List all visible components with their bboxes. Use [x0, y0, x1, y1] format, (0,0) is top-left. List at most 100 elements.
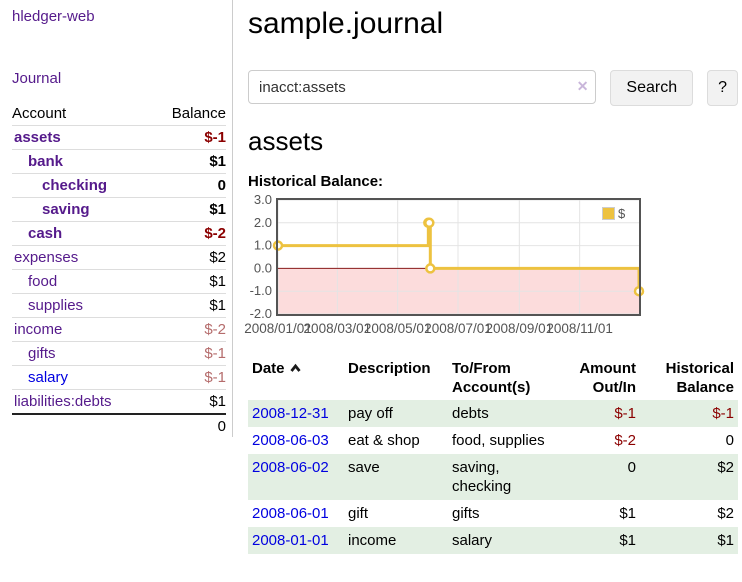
search-button[interactable]: Search: [610, 70, 694, 106]
transaction-accounts: salary: [452, 532, 493, 549]
accounts-total-row: 0: [12, 414, 226, 438]
svg-text:2008/05/01: 2008/05/01: [364, 321, 432, 336]
help-button[interactable]: ?: [707, 70, 738, 106]
transaction-description: gift: [348, 505, 369, 522]
account-row-salary: salary $-1: [12, 365, 226, 390]
transaction-description: save: [348, 459, 380, 476]
svg-text:3.0: 3.0: [254, 192, 272, 207]
register-header-description: Description: [348, 360, 431, 377]
register-row: 2008-06-02 save saving, checking 0 $2: [248, 454, 738, 500]
transaction-accounts: debts: [452, 405, 489, 422]
register-table: Date Description To/From Account(s) Amou…: [248, 356, 738, 554]
account-balance: 0: [217, 177, 226, 194]
account-link-gifts[interactable]: gifts: [28, 345, 56, 362]
account-link-salary[interactable]: salary: [28, 369, 69, 386]
sidebar-item-journal[interactable]: Journal: [12, 70, 62, 87]
account-balance: $1: [209, 297, 226, 314]
account-row-expenses: expenses $2: [12, 245, 226, 270]
transaction-balance: 0: [725, 432, 734, 449]
transaction-amount: $1: [619, 505, 636, 522]
account-row-assets: assets $-1: [12, 125, 226, 150]
account-balance: $1: [209, 153, 226, 170]
svg-text:2008/07/01: 2008/07/01: [424, 321, 492, 336]
account-link-assets[interactable]: assets: [14, 129, 61, 146]
app-title-link[interactable]: hledger-web: [12, 8, 95, 25]
transaction-description: eat & shop: [348, 432, 420, 449]
account-row-supplies: supplies $1: [12, 293, 226, 318]
account-row-gifts: gifts $-1: [12, 341, 226, 366]
account-row-bank: bank $1: [12, 149, 226, 174]
account-balance: $-1: [204, 345, 226, 362]
transaction-description: income: [348, 532, 397, 549]
transaction-accounts: saving, checking: [452, 459, 512, 495]
search-box: ✕: [248, 70, 597, 104]
svg-text:0.0: 0.0: [254, 260, 272, 275]
accounts-header-account: Account: [12, 105, 67, 122]
account-row-food: food $1: [12, 269, 226, 294]
account-link-liabilities-debts[interactable]: liabilities:debts: [14, 393, 112, 410]
sort-ascending-icon: [289, 363, 301, 372]
svg-text:2008/03/01: 2008/03/01: [304, 321, 372, 336]
search-input[interactable]: [248, 70, 597, 104]
accounts-table: Account Balance assets $-1 bank $1 check…: [12, 102, 226, 438]
account-link-saving[interactable]: saving: [42, 201, 90, 218]
account-link-bank[interactable]: bank: [28, 153, 64, 170]
clear-search-icon[interactable]: ✕: [576, 78, 589, 94]
register-header-balance: Historical Balance: [665, 360, 734, 396]
account-row-saving: saving $1: [12, 197, 226, 222]
account-balance: $2: [209, 249, 226, 266]
transaction-date-link[interactable]: 2008-12-31: [252, 405, 329, 422]
account-link-supplies[interactable]: supplies: [28, 297, 84, 314]
transaction-accounts: gifts: [452, 505, 480, 522]
svg-text:2008/11/01: 2008/11/01: [546, 321, 613, 336]
account-row-income: income $-2: [12, 317, 226, 342]
account-row-checking: checking 0: [12, 173, 226, 198]
register-row: 2008-06-03 eat & shop food, supplies $-2…: [248, 427, 738, 454]
transaction-date-link[interactable]: 2008-06-02: [252, 459, 329, 476]
transaction-balance: $2: [717, 459, 734, 476]
svg-text:2.0: 2.0: [254, 215, 272, 230]
account-link-expenses[interactable]: expenses: [14, 249, 79, 266]
account-balance: $-2: [204, 225, 226, 242]
legend-swatch-icon: [602, 207, 615, 220]
account-link-checking[interactable]: checking: [42, 177, 108, 194]
search-form: ✕ Search ?: [248, 70, 738, 106]
transaction-amount: 0: [627, 459, 636, 476]
account-link-income[interactable]: income: [14, 321, 63, 338]
register-header-row: Date Description To/From Account(s) Amou…: [248, 356, 738, 400]
account-link-cash[interactable]: cash: [28, 225, 63, 242]
transaction-date-link[interactable]: 2008-06-03: [252, 432, 329, 449]
transaction-balance: $-1: [712, 405, 734, 422]
balance-chart-svg: 3.0 2.0 1.0 0.0 -1.0 -2.02008/01/012008/03/01…: [244, 192, 645, 336]
accounts-header-balance: Balance: [171, 105, 226, 122]
transaction-amount: $1: [619, 532, 636, 549]
account-title: assets: [248, 126, 324, 156]
register-header-date[interactable]: Date: [248, 356, 344, 400]
transaction-balance: $1: [717, 532, 734, 549]
account-balance: $1: [209, 273, 226, 290]
transaction-date-link[interactable]: 2008-06-01: [252, 505, 329, 522]
register-header-amount: Amount Out/In: [579, 360, 636, 396]
chart-legend: $: [600, 205, 628, 222]
legend-label: $: [618, 206, 626, 221]
transaction-date-link[interactable]: 2008-01-01: [252, 532, 329, 549]
account-balance: $-2: [204, 321, 226, 338]
register-row: 2008-01-01 income salary $1 $1: [248, 527, 738, 554]
account-balance: $-1: [204, 369, 226, 386]
svg-text:-1.0: -1.0: [250, 283, 272, 298]
accounts-header-row: Account Balance: [12, 102, 226, 126]
account-link-food[interactable]: food: [28, 273, 58, 290]
account-balance: $1: [209, 393, 226, 410]
transaction-amount: $-2: [614, 432, 636, 449]
register-row: 2008-06-01 gift gifts $1 $2: [248, 500, 738, 527]
page-title: sample.journal: [248, 7, 444, 40]
transaction-description: pay off: [348, 405, 393, 422]
svg-text:2008/09/01: 2008/09/01: [486, 321, 554, 336]
svg-text:-2.0: -2.0: [250, 306, 272, 321]
transaction-accounts: food, supplies: [452, 432, 545, 449]
historical-balance-chart: 3.0 2.0 1.0 0.0 -1.0 -2.0 2008/01/01 2008/03/01…: [244, 192, 672, 342]
chart-heading: Historical Balance:: [248, 173, 384, 190]
account-row-cash: cash $-2: [12, 221, 226, 246]
account-balance: $-1: [204, 129, 226, 146]
